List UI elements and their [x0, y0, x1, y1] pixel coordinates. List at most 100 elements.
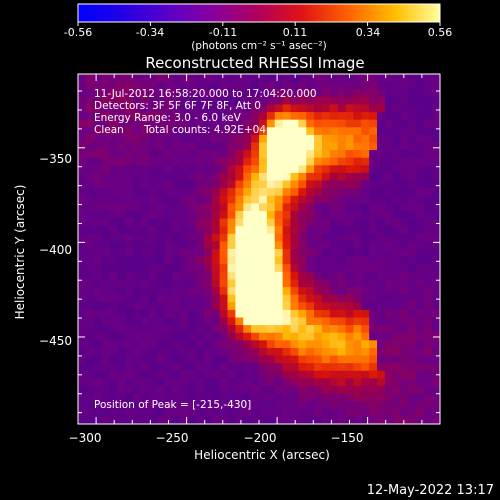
heatmap-cell: [361, 340, 370, 349]
heatmap-cell: [219, 195, 229, 204]
heatmap-cell: [377, 256, 386, 265]
heatmap-cell: [203, 363, 213, 372]
heatmap-cell: [282, 195, 292, 204]
heatmap-cell: [353, 119, 362, 128]
heatmap-cell: [345, 385, 355, 395]
heatmap-cell: [156, 233, 166, 242]
heatmap-cell: [408, 119, 417, 128]
heatmap-cell: [392, 218, 402, 227]
heatmap-cell: [133, 385, 142, 395]
heatmap-cell: [211, 401, 221, 410]
heatmap-cell: [314, 188, 323, 197]
heatmap-cell: [117, 264, 126, 273]
heatmap-cell: [164, 256, 174, 265]
heatmap-cell: [298, 150, 307, 159]
heatmap-cell: [78, 89, 87, 98]
heatmap-cell: [219, 165, 229, 174]
heatmap-cell: [259, 256, 268, 265]
heatmap-cell: [93, 210, 103, 220]
heatmap-cell: [282, 218, 292, 227]
heatmap-cell: [392, 188, 402, 197]
heatmap-cell: [329, 210, 339, 220]
heatmap-cell: [361, 355, 370, 364]
heatmap-cell: [416, 233, 425, 242]
heatmap-cell: [219, 294, 229, 303]
heatmap-cell: [117, 218, 126, 227]
heatmap-cell: [345, 172, 355, 182]
heatmap-cell: [345, 233, 355, 242]
heatmap-cell: [337, 385, 347, 395]
heatmap-cell: [235, 195, 244, 204]
heatmap-cell: [369, 317, 378, 326]
heatmap-cell: [408, 89, 417, 98]
heatmap-cell: [156, 309, 166, 319]
heatmap-cell: [117, 279, 126, 288]
info-energy-range: Energy Range: 3.0 - 6.0 keV: [94, 112, 242, 124]
heatmap-cell: [188, 249, 197, 258]
heatmap-cell: [180, 233, 189, 242]
heatmap-cell: [282, 416, 292, 424]
heatmap-cell: [78, 226, 87, 235]
heatmap-cell: [117, 378, 126, 387]
heatmap-cell: [345, 188, 355, 197]
heatmap-cell: [93, 378, 103, 387]
heatmap-cell: [266, 363, 276, 372]
heatmap-cell: [321, 203, 331, 212]
heatmap-cell: [188, 340, 197, 349]
y-tick-label: −350: [39, 152, 72, 166]
heatmap-cell: [369, 256, 378, 265]
heatmap-cell: [78, 142, 87, 151]
heatmap-cell: [361, 188, 370, 197]
heatmap-cell: [377, 233, 386, 242]
heatmap-cell: [172, 81, 181, 90]
heatmap-cell: [290, 203, 299, 212]
heatmap-cell: [188, 271, 197, 281]
heatmap-cell: [243, 241, 252, 250]
heatmap-cell: [408, 241, 417, 250]
heatmap-cell: [266, 370, 276, 379]
heatmap-cell: [377, 325, 386, 334]
heatmap-cell: [251, 218, 260, 227]
heatmap-cell: [321, 165, 331, 174]
heatmap-cell: [384, 74, 394, 83]
heatmap-cell: [259, 370, 268, 379]
heatmap-cell: [369, 385, 378, 395]
heatmap-cell: [125, 317, 134, 326]
heatmap-cell: [156, 294, 166, 303]
heatmap-cell: [125, 74, 134, 83]
heatmap-cell: [117, 89, 126, 98]
heatmap-cell: [235, 81, 244, 90]
heatmap-cell: [298, 393, 307, 402]
heatmap-cell: [243, 378, 252, 387]
heatmap-cell: [219, 378, 229, 387]
heatmap-cell: [101, 385, 111, 395]
heatmap-cell: [392, 142, 402, 151]
heatmap-cell: [321, 264, 331, 273]
heatmap-cell: [266, 134, 276, 144]
info-detectors: Detectors: 3F 5F 6F 7F 8F, Att 0: [94, 100, 261, 112]
heatmap-cell: [219, 233, 229, 242]
heatmap-cell: [85, 302, 95, 311]
heatmap-cell: [78, 233, 87, 242]
heatmap-cell: [274, 157, 284, 166]
heatmap-cell: [85, 74, 95, 83]
heatmap-cell: [180, 165, 189, 174]
heatmap-cell: [424, 210, 433, 220]
heatmap-cell: [101, 401, 111, 410]
heatmap-cell: [392, 256, 402, 265]
heatmap-cell: [298, 249, 307, 258]
heatmap-cell: [290, 74, 299, 83]
heatmap-cell: [164, 188, 174, 197]
heatmap-cell: [196, 172, 205, 182]
heatmap-cell: [219, 96, 229, 106]
heatmap-cell: [432, 142, 440, 151]
heatmap-cell: [93, 401, 103, 410]
heatmap-cell: [353, 241, 362, 250]
heatmap-cell: [432, 416, 440, 424]
heatmap-cell: [266, 317, 276, 326]
heatmap-cell: [306, 249, 315, 258]
heatmap-cell: [345, 218, 355, 227]
heatmap-cell: [85, 340, 95, 349]
heatmap-cell: [93, 287, 103, 296]
heatmap-cell: [274, 104, 284, 113]
